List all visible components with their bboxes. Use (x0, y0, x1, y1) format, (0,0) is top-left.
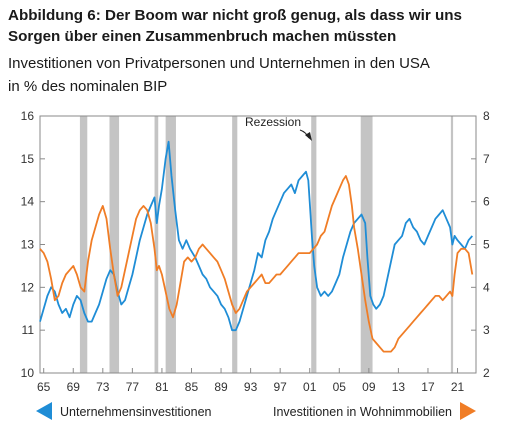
legend-left-triangle-icon (36, 402, 52, 420)
x-tick-label: 69 (67, 380, 81, 394)
y-left-tick-label: 11 (22, 323, 35, 337)
x-tick-label: 21 (451, 380, 465, 394)
x-tick-label: 77 (126, 380, 140, 394)
chart-title-line-1: Abbildung 6: Der Boom war nicht groß gen… (8, 7, 462, 24)
legend-label: Unternehmensinvestitionen (60, 405, 212, 419)
x-tick-label: 81 (155, 380, 169, 394)
x-tick-label: 05 (333, 380, 347, 394)
y-left-tick-label: 13 (21, 238, 35, 252)
x-tick-label: 93 (244, 380, 258, 394)
x-tick-label: 09 (362, 380, 376, 394)
x-tick-label: 65 (37, 380, 51, 394)
plot-frame (39, 115, 477, 374)
legend-label: Investitionen in Wohnimmobilien (273, 405, 452, 419)
y-right-tick-label: 2 (483, 366, 490, 380)
recession-band (154, 116, 159, 373)
chart-title-line-2: Sorgen über einen Zusammenbruch machen m… (8, 28, 397, 45)
legend-right-triangle-icon (460, 402, 476, 420)
recession-band (232, 116, 238, 373)
y-left-tick-label: 15 (21, 152, 35, 166)
series-line (39, 140, 473, 332)
y-right-tick-label: 6 (483, 195, 490, 209)
chart-subtitle: Investitionen von Privatpersonen und Unt… (8, 55, 430, 72)
y-left-tick-label: 10 (21, 366, 35, 380)
y-left-tick-label: 12 (21, 280, 35, 294)
x-tick-label: 97 (273, 380, 287, 394)
recession-annotation: Rezession (245, 115, 301, 129)
x-tick-label: 85 (185, 380, 199, 394)
series-line (39, 175, 474, 353)
y-right-tick-label: 8 (483, 109, 490, 123)
recession-band (109, 116, 120, 373)
recession-band (165, 116, 176, 373)
y-right-tick-label: 4 (483, 280, 490, 294)
recession-band (79, 116, 88, 373)
annotation-arrowhead (305, 132, 312, 141)
x-tick-label: 17 (421, 380, 435, 394)
unit-label: in % des nominalen BIP (8, 78, 168, 95)
y-right-tick-label: 3 (483, 323, 490, 337)
x-tick-label: 01 (303, 380, 317, 394)
x-tick-label: 89 (214, 380, 228, 394)
y-right-tick-label: 7 (483, 152, 490, 166)
x-tick-label: 73 (96, 380, 110, 394)
y-left-tick-label: 14 (21, 195, 35, 209)
y-left-tick-label: 16 (21, 109, 35, 123)
x-tick-label: 13 (392, 380, 406, 394)
y-right-tick-label: 5 (483, 238, 490, 252)
recession-band (311, 116, 317, 373)
